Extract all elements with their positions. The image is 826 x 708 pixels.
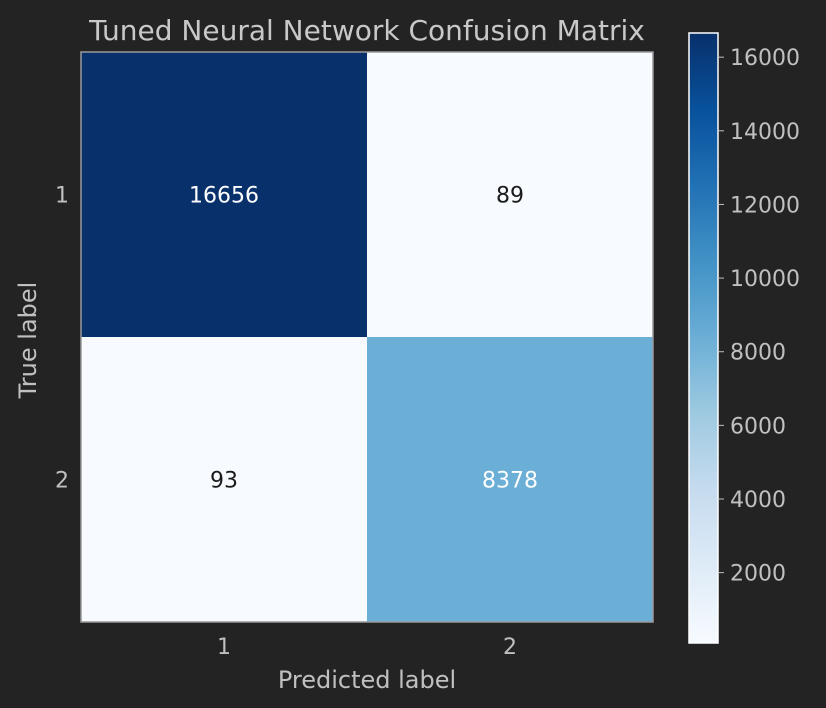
colorbar-tick-label: 16000 <box>730 46 800 71</box>
matrix-cell-1-1 <box>81 52 367 337</box>
y-tick-label-1: 1 <box>55 184 69 209</box>
colorbar-ticks: 2000 4000 6000 8000 10000 12000 14000 16000 <box>718 46 800 587</box>
cell-value-1-2: 89 <box>496 184 524 209</box>
chart-title: Tuned Neural Network Confusion Matrix <box>88 14 645 47</box>
matrix-frame <box>80 51 654 623</box>
colorbar-tick-label: 6000 <box>730 414 786 439</box>
cell-value-2-2: 8378 <box>482 469 538 494</box>
colorbar-tick-label: 4000 <box>730 488 786 513</box>
matrix-cells: 16656 89 93 8378 <box>81 52 653 622</box>
y-axis-ticks: 12 <box>55 184 69 494</box>
y-tick-label-2: 2 <box>55 469 69 494</box>
matrix-cell-1-2 <box>367 52 653 337</box>
cell-value-2-1: 93 <box>210 469 238 494</box>
colorbar-tick-label: 8000 <box>730 341 786 366</box>
colorbar <box>688 32 719 644</box>
x-axis-label: Predicted label <box>278 666 456 694</box>
y-axis-label: True label <box>14 282 42 400</box>
colorbar-tick-label: 14000 <box>730 120 800 145</box>
matrix-cell-2-2 <box>367 337 653 622</box>
x-tick-label-1: 1 <box>217 635 231 660</box>
colorbar-tick-label: 10000 <box>730 267 800 292</box>
cell-value-1-1: 16656 <box>189 184 259 209</box>
colorbar-tick-label: 2000 <box>730 562 786 587</box>
matrix-cell-2-1 <box>81 337 367 622</box>
colorbar-tick-label: 12000 <box>730 193 800 218</box>
x-tick-label-2: 2 <box>503 635 517 660</box>
